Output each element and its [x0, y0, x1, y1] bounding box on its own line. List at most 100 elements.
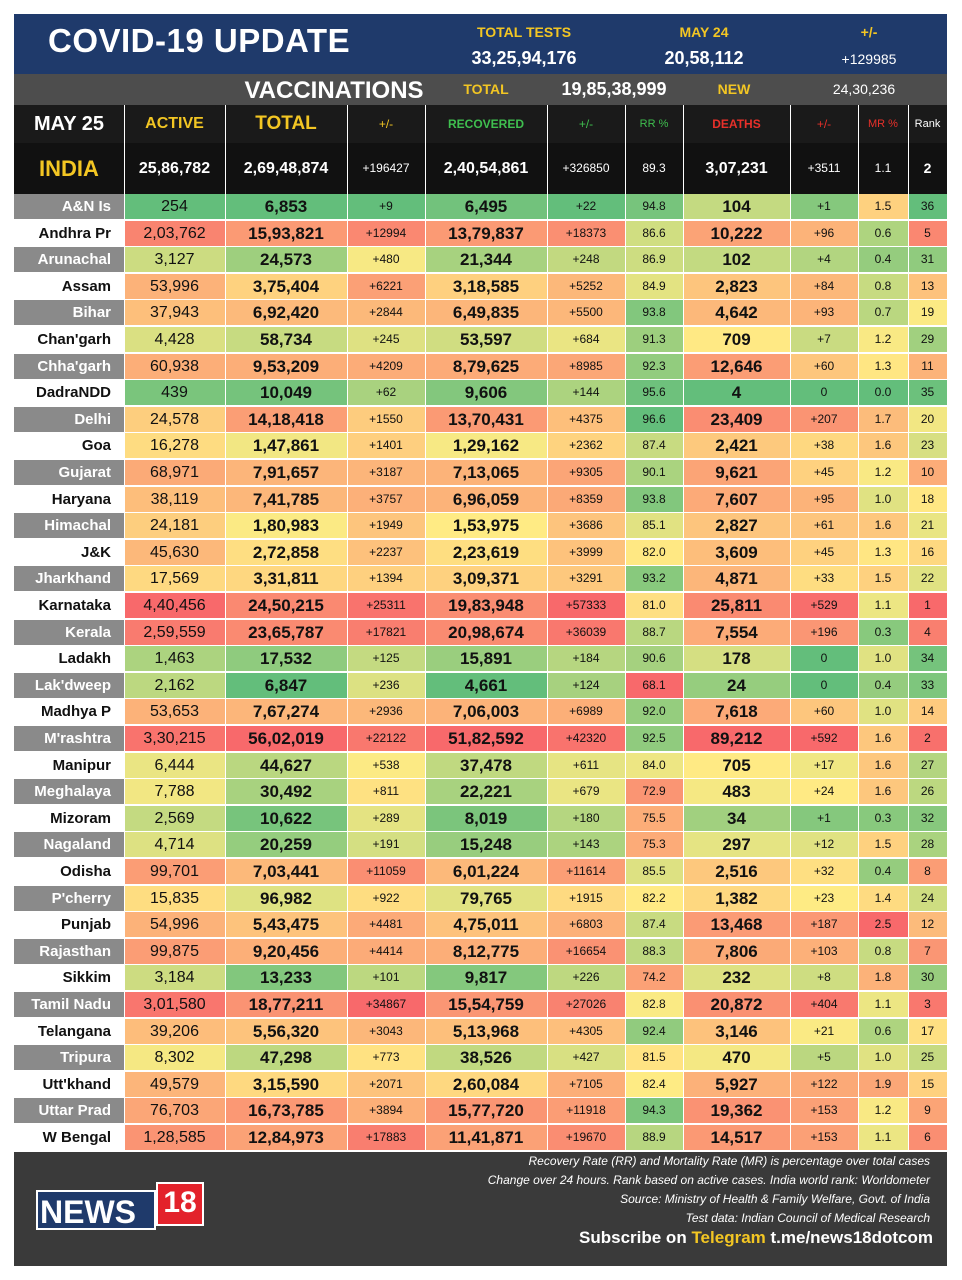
total-header: TOTAL	[255, 113, 317, 134]
table-row: Utt'khand 49,579 3,15,590 +2071 2,60,084 +710…	[14, 1071, 947, 1098]
cell-deaths: 297	[683, 832, 790, 858]
cell-recovered: 5,13,968	[425, 1018, 547, 1044]
cell-rank: 25	[908, 1045, 947, 1071]
cell-deaths-change: +96	[790, 220, 858, 246]
cell-recovered-change: +6989	[547, 699, 625, 725]
cell-active: 39,206	[124, 1018, 225, 1044]
cell-total: 6,92,420	[225, 300, 347, 326]
column-divider	[347, 105, 348, 1152]
cell-recovered-change: +679	[547, 779, 625, 805]
cell-rank: 9	[908, 1098, 947, 1124]
cell-deaths-change: +95	[790, 486, 858, 512]
header-banner: COVID-19 UPDATE TOTAL TESTS 33,25,94,176…	[14, 14, 947, 74]
table-row: Chan'garh 4,428 58,734 +245 53,597 +684 91.3 70…	[14, 327, 947, 353]
cell-rank: 35	[908, 380, 947, 406]
cell-total: 2,72,858	[225, 539, 347, 565]
cell-recovered: 15,248	[425, 832, 547, 858]
cell-active: 4,714	[124, 832, 225, 858]
cell-rr: 96.6	[625, 406, 683, 432]
cell-deaths-change: +23	[790, 885, 858, 911]
column-divider	[790, 105, 791, 1152]
state-name: Chha'garh	[14, 353, 124, 379]
cell-recovered-change: +36039	[547, 619, 625, 645]
cell-deaths: 102	[683, 247, 790, 273]
cell-deaths: 20,872	[683, 992, 790, 1017]
cell-deaths: 483	[683, 779, 790, 805]
cell-recovered: 3,18,585	[425, 273, 547, 299]
cell-deaths: 1,382	[683, 885, 790, 911]
cell-recovered: 9,817	[425, 965, 547, 991]
state-name: Bihar	[14, 300, 124, 326]
cell-mr: 1.7	[858, 406, 908, 432]
cell-active: 24,181	[124, 513, 225, 539]
cell-active: 99,875	[124, 938, 225, 964]
cell-active: 8,302	[124, 1045, 225, 1071]
cell-deaths: 7,618	[683, 699, 790, 725]
telegram-link[interactable]: t.me/news18dotcom	[770, 1228, 934, 1247]
cell-active: 49,579	[124, 1071, 225, 1097]
cell-recovered-change: +226	[547, 965, 625, 991]
india-total-change: +196427	[362, 161, 410, 175]
cell-total: 44,627	[225, 752, 347, 778]
cell-deaths-change: +60	[790, 353, 858, 379]
table-row: Lak'dweep 2,162 6,847 +236 4,661 +124 68.1 24 0 0…	[14, 672, 947, 699]
cell-recovered: 37,478	[425, 752, 547, 778]
india-recovered: 2,40,54,861	[443, 160, 529, 177]
cell-mr: 1.0	[858, 646, 908, 672]
cell-total: 16,73,785	[225, 1098, 347, 1124]
cell-active: 76,703	[124, 1098, 225, 1124]
cell-total: 13,233	[225, 965, 347, 991]
cell-recovered: 21,344	[425, 247, 547, 273]
cell-rank: 30	[908, 965, 947, 991]
cell-rank: 12	[908, 912, 947, 938]
cell-rank: 11	[908, 353, 947, 379]
cell-recovered-change: +3291	[547, 566, 625, 592]
cell-total: 12,84,973	[225, 1125, 347, 1150]
column-divider	[547, 105, 548, 1152]
cell-active: 15,835	[124, 885, 225, 911]
state-name: P'cherry	[14, 885, 124, 911]
cell-total-change: +17821	[347, 619, 425, 645]
cell-recovered: 6,01,224	[425, 859, 547, 884]
cell-deaths-change: +8	[790, 965, 858, 991]
cell-recovered-change: +11614	[547, 859, 625, 884]
cell-mr: 0.6	[858, 220, 908, 246]
cell-recovered-change: +19670	[547, 1125, 625, 1150]
state-name: Chan'garh	[14, 327, 124, 352]
cell-recovered: 6,495	[425, 194, 547, 219]
cell-deaths-change: +60	[790, 699, 858, 725]
cell-total-change: +4481	[347, 912, 425, 938]
table-row: Assam 53,996 3,75,404 +6221 3,18,585 +5252 84.…	[14, 273, 947, 300]
cell-rr: 92.0	[625, 699, 683, 725]
news18-logo: NEWS 18	[36, 1182, 204, 1230]
cell-mr: 0.4	[858, 859, 908, 884]
cell-recovered-change: +6803	[547, 912, 625, 938]
india-rr: 89.3	[642, 161, 666, 175]
cell-rank: 10	[908, 460, 947, 485]
cell-active: 37,943	[124, 300, 225, 326]
cell-rank: 17	[908, 1018, 947, 1044]
cell-deaths-change: +4	[790, 247, 858, 273]
cell-recovered: 2,23,619	[425, 539, 547, 565]
table-row: Andhra Pr 2,03,762 15,93,821 +12994 13,79,83…	[14, 220, 947, 247]
cell-total: 3,75,404	[225, 273, 347, 299]
cell-rr: 94.3	[625, 1098, 683, 1124]
logo-number: 18	[163, 1186, 197, 1219]
state-name: Nagaland	[14, 832, 124, 858]
column-divider	[225, 105, 226, 1152]
cell-deaths-change: +45	[790, 539, 858, 565]
state-name: Himachal	[14, 513, 124, 539]
cell-active: 254	[124, 194, 225, 219]
cell-rr: 84.9	[625, 273, 683, 299]
cell-deaths-change: +33	[790, 566, 858, 592]
cell-total: 5,56,320	[225, 1018, 347, 1044]
cell-deaths-change: +84	[790, 273, 858, 299]
cell-total: 56,02,019	[225, 726, 347, 751]
cell-recovered: 13,70,431	[425, 406, 547, 432]
cell-rr: 90.1	[625, 460, 683, 485]
cell-total: 58,734	[225, 327, 347, 352]
cell-mr: 1.0	[858, 699, 908, 725]
cell-recovered: 11,41,871	[425, 1125, 547, 1150]
cell-mr: 1.6	[858, 433, 908, 459]
cell-mr: 1.2	[858, 327, 908, 352]
